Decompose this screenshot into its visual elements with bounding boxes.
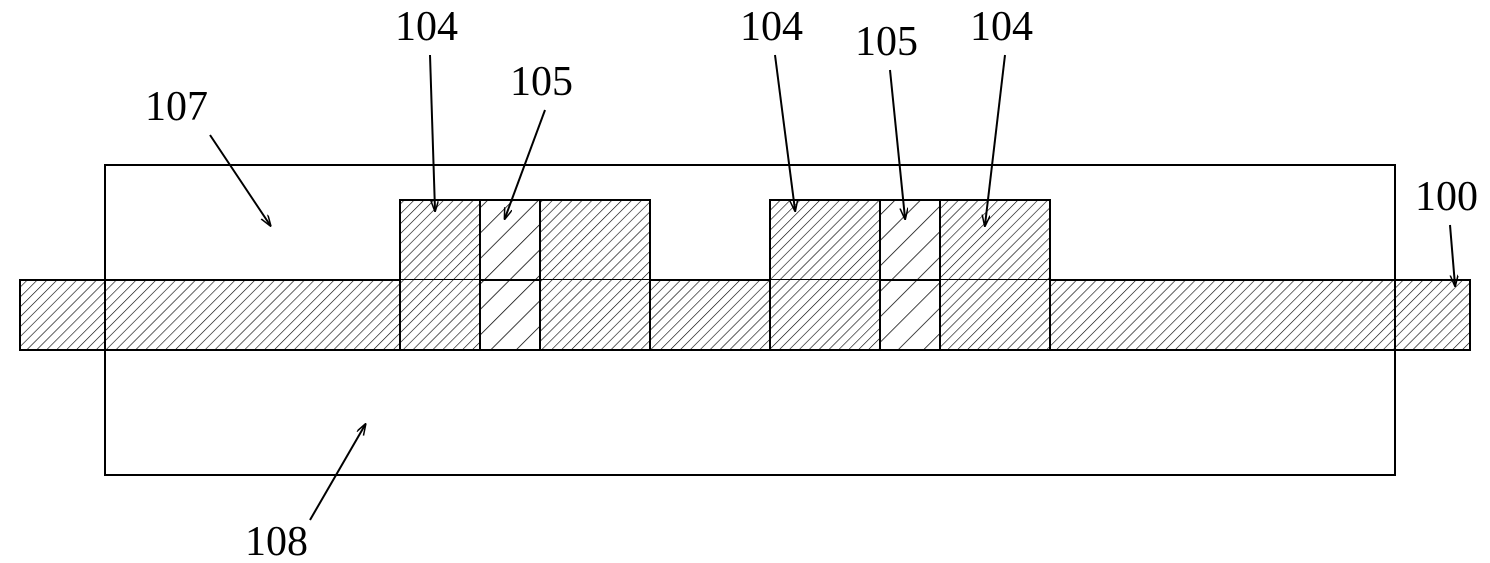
leader-104a bbox=[430, 55, 435, 210]
leader-104b bbox=[775, 55, 795, 210]
leader-108 bbox=[310, 425, 365, 520]
block-104 bbox=[770, 200, 880, 350]
label-104b: 104 bbox=[740, 4, 803, 50]
block-104 bbox=[400, 200, 480, 350]
label-104a: 104 bbox=[395, 4, 458, 50]
label-108: 108 bbox=[245, 519, 308, 563]
leader-105b bbox=[890, 70, 905, 218]
label-107: 107 bbox=[145, 84, 208, 130]
block-104 bbox=[940, 200, 1050, 350]
slab-100 bbox=[20, 280, 1470, 350]
label-100: 100 bbox=[1415, 174, 1478, 220]
label-104c: 104 bbox=[970, 4, 1033, 50]
leader-100 bbox=[1450, 225, 1455, 285]
block-105 bbox=[880, 200, 940, 350]
label-105b: 105 bbox=[855, 19, 918, 65]
leader-107 bbox=[210, 135, 270, 225]
block-105 bbox=[480, 200, 540, 350]
label-105a: 105 bbox=[510, 59, 573, 105]
block-104 bbox=[540, 200, 650, 350]
